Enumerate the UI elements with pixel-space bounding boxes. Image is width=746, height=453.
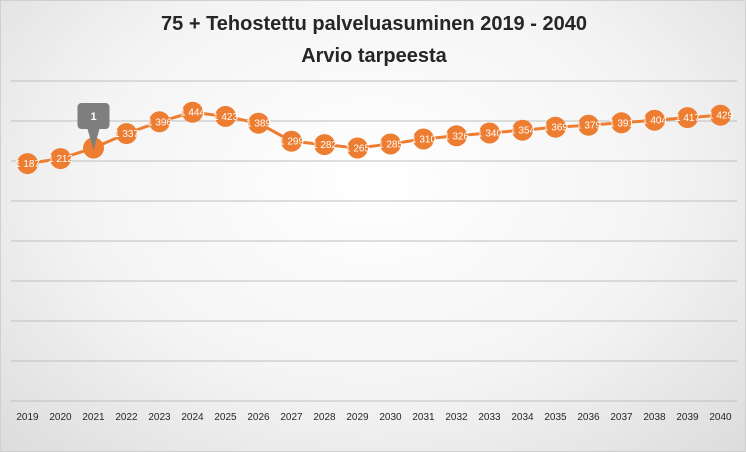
- x-tick-label: 2024: [181, 412, 204, 423]
- x-tick-label: 2023: [148, 412, 171, 423]
- data-label: 1 285: [378, 140, 403, 151]
- x-tick-label: 2036: [577, 412, 600, 423]
- data-point: [281, 130, 302, 152]
- data-point: [215, 105, 236, 127]
- data-point: [248, 112, 269, 134]
- data-label: 1 391: [609, 118, 634, 129]
- x-tick-label: 2022: [115, 412, 138, 423]
- data-label: 1 379: [576, 121, 601, 132]
- x-tick-label: 2037: [610, 412, 633, 423]
- data-point: [50, 148, 71, 170]
- data-label: 1 423: [213, 112, 238, 123]
- callout-label: 1: [90, 111, 96, 123]
- data-label: 1 444: [180, 108, 205, 119]
- data-point: [116, 123, 137, 145]
- data-point: [17, 153, 38, 175]
- data-label: 1 340: [477, 129, 502, 140]
- data-point: [512, 119, 533, 141]
- data-point: [314, 134, 335, 156]
- data-label: 1 417: [675, 113, 700, 124]
- data-point: [182, 101, 203, 123]
- data-label: 1 337: [114, 129, 139, 140]
- data-point: [149, 111, 170, 133]
- x-tick-label: 2032: [445, 412, 468, 423]
- data-point: [677, 107, 698, 129]
- data-label: 1 187: [15, 159, 40, 170]
- data-point: [710, 104, 731, 126]
- data-point: [578, 114, 599, 136]
- x-tick-label: 2040: [709, 412, 732, 423]
- x-tick-label: 2021: [82, 412, 105, 423]
- x-tick-label: 2027: [280, 412, 303, 423]
- data-label: 1 389: [246, 119, 271, 130]
- data-label: 1 212: [48, 154, 73, 165]
- data-point: [347, 137, 368, 159]
- x-tick-label: 2035: [544, 412, 567, 423]
- x-tick-label: 2030: [379, 412, 402, 423]
- data-label: 1 326: [444, 131, 469, 142]
- x-tick-label: 2025: [214, 412, 237, 423]
- data-label: 1 310: [411, 135, 436, 146]
- chart-title: 75 + Tehostettu palveluasuminen 2019 - 2…: [161, 13, 587, 35]
- x-tick-label: 2028: [313, 412, 336, 423]
- x-tick-label: 2038: [643, 412, 666, 423]
- data-label: 1 396: [147, 117, 172, 128]
- data-label: 1 404: [642, 116, 667, 127]
- data-point: [545, 116, 566, 138]
- series-line: [27, 110, 721, 166]
- data-label: 1 429: [708, 111, 733, 122]
- data-label: 1 282: [312, 140, 337, 151]
- x-tick-label: 2029: [346, 412, 369, 423]
- x-tick-label: 2034: [511, 412, 534, 423]
- x-tick-label: 2020: [49, 412, 72, 423]
- data-label: 1 299: [279, 137, 304, 148]
- x-tick-label: 2031: [412, 412, 435, 423]
- data-point: [479, 122, 500, 144]
- data-label: 1 265: [345, 144, 370, 155]
- chart-subtitle: Arvio tarpeesta: [301, 45, 447, 67]
- data-label: 1 369: [543, 123, 568, 134]
- x-tick-label: 2026: [247, 412, 270, 423]
- x-tick-label: 2033: [478, 412, 501, 423]
- data-point: [644, 109, 665, 131]
- callout-box: [77, 103, 110, 150]
- x-tick-label: 2019: [16, 412, 39, 423]
- data-point: [446, 125, 467, 147]
- data-point: [380, 133, 401, 155]
- data-point: [413, 128, 434, 150]
- data-label: 1 354: [510, 126, 535, 137]
- x-tick-label: 2039: [676, 412, 699, 423]
- data-point: [611, 112, 632, 134]
